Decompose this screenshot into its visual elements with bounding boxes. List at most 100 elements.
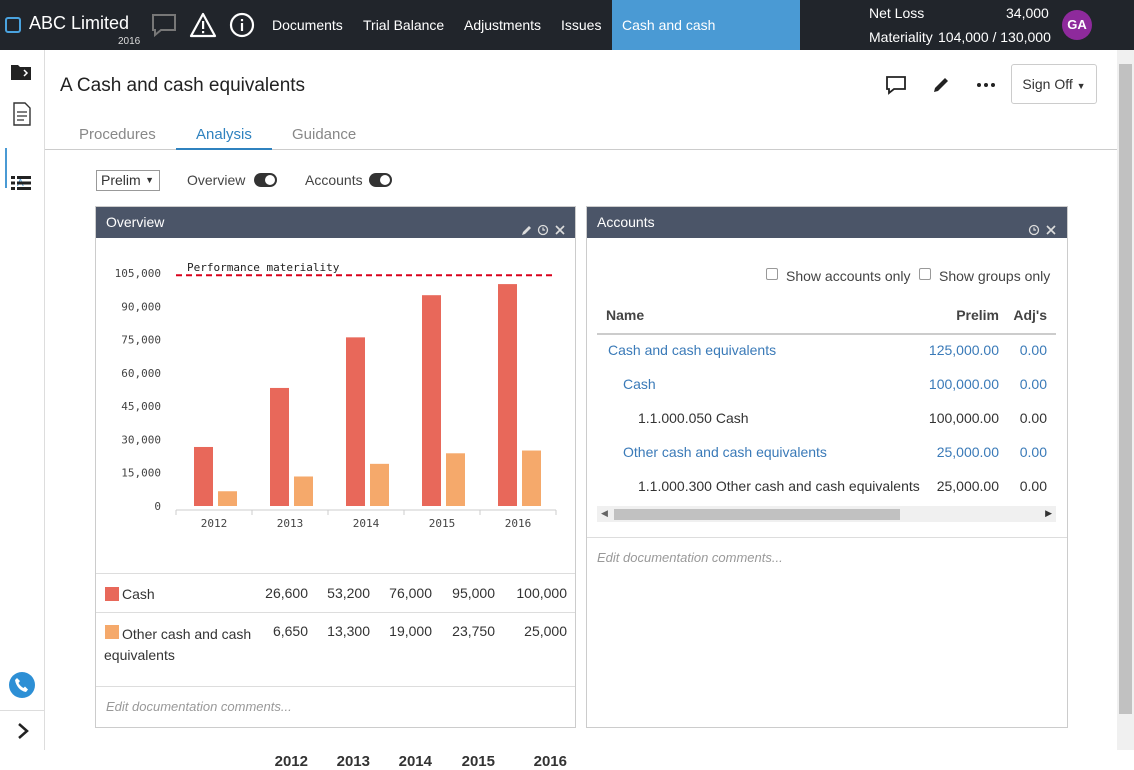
close-icon[interactable] [554,216,567,235]
nav-cash-and-cash-equivalents[interactable]: Cash and cash equivalents [612,0,800,83]
client-name[interactable]: ABC Limited [29,13,130,33]
account-row-adj[interactable]: 0.00 [1019,342,1047,358]
edit-icon[interactable] [521,216,534,235]
show-accounts-only-checkbox[interactable] [766,268,778,280]
account-row-adj: 0.00 [1019,478,1047,494]
bar-cash-2014 [346,337,365,506]
bar-other-cash-2014 [370,463,389,506]
table-cell: 26,600 [265,585,308,601]
close-icon[interactable] [1045,216,1058,235]
account-row-name[interactable]: 1.1.000.300 Other cash and cash equivale… [638,478,920,494]
comment-icon[interactable] [884,73,908,97]
phone-icon[interactable] [9,672,35,698]
show-groups-only-checkbox[interactable] [919,268,931,280]
column-header-name[interactable]: Name [606,307,645,323]
table-cell: 25,000 [524,623,567,639]
nav-issues[interactable]: Issues [561,17,602,33]
other-cash-legend-swatch [105,625,119,639]
table-cell: 76,000 [389,585,432,601]
list-icon[interactable] [10,175,34,199]
x-tick-label: 2016 [505,517,532,528]
accounts-divider [587,537,1067,538]
history-icon[interactable] [1028,216,1041,236]
scroll-right-icon[interactable]: ▶ [1045,508,1052,518]
show-accounts-only-label: Show accounts only [786,268,911,284]
edit-icon[interactable] [929,73,953,97]
accounts-toggle-label: Accounts [305,172,363,188]
bar-other-cash-2016 [522,450,541,506]
performance-materiality-label: Performance materiality [187,261,340,274]
net-loss-value: 34,000 [1006,5,1049,21]
warning-icon[interactable] [189,12,217,38]
sign-off-button[interactable]: Sign Off ▼ [1011,64,1097,104]
account-row-adj[interactable]: 0.00 [1019,444,1047,460]
table-cell: 53,200 [327,585,370,601]
accounts-horizontal-scrollbar[interactable]: ◀ ▶ [597,506,1056,522]
nav-trial-balance[interactable]: Trial Balance [363,17,445,33]
materiality-value: 104,000 / 130,000 [938,29,1051,45]
comment-icon[interactable] [150,12,178,38]
accounts-toggle[interactable] [369,173,392,187]
period-select[interactable]: Prelim ▼ [96,170,160,191]
sidebar-selection-indicator [5,148,7,188]
expand-sidebar-button[interactable] [0,710,45,750]
net-loss-label: Net Loss [869,5,925,21]
overview-doc-comments[interactable]: Edit documentation comments... [106,699,292,714]
row-label-cash: Cash [122,586,155,602]
folder-icon[interactable] [10,62,34,86]
nav-documents[interactable]: Documents [272,17,343,33]
overview-toggle[interactable] [254,173,277,187]
year-header: 2015 [461,753,495,770]
cash-legend-swatch [105,587,119,601]
period-select-value: Prelim [101,172,141,188]
account-row-name[interactable]: Other cash and cash equivalents [623,444,827,460]
y-tick-label: 60,000 [121,367,161,380]
account-row-name[interactable]: Cash [623,376,656,392]
table-cell: 13,300 [327,623,370,639]
user-avatar[interactable]: GA [1062,10,1092,40]
x-tick-label: 2012 [201,517,228,528]
top-bar: ABC Limited 2016 Documents Trial Balance… [0,0,1134,83]
bar-other-cash-2013 [294,476,313,506]
column-header-prelim[interactable]: Prelim [956,307,999,323]
row-label-other-cash: Other cash and cash equivalents [104,626,252,663]
account-row-adj[interactable]: 0.00 [1019,376,1047,392]
tab-analysis[interactable]: Analysis [196,126,252,143]
tab-procedures[interactable]: Procedures [79,126,156,143]
table-cell: 95,000 [452,585,495,601]
left-sidebar: A [0,50,45,750]
caret-down-icon: ▼ [145,175,154,185]
accounts-panel-header: Accounts [587,207,1067,238]
account-row-prelim[interactable]: 125,000.00 [928,342,999,358]
bar-other-cash-2012 [218,491,237,506]
account-row-name[interactable]: 1.1.000.050 Cash [638,410,749,426]
accounts-panel: Accounts [586,206,1068,728]
bar-cash-2012 [194,446,213,506]
more-options-icon[interactable] [974,73,998,97]
x-tick-label: 2013 [277,517,304,528]
info-icon[interactable] [228,12,256,38]
scroll-left-icon[interactable]: ◀ [601,508,608,518]
bar-cash-2015 [422,295,441,506]
table-cell: 19,000 [389,623,432,639]
tab-guidance[interactable]: Guidance [292,126,357,143]
account-row-name[interactable]: Cash and cash equivalents [608,342,777,358]
document-icon[interactable] [12,102,36,126]
history-icon[interactable] [537,216,550,236]
table-cell: 23,750 [452,623,495,639]
accounts-scrollbar-thumb[interactable] [614,509,900,520]
page-scrollbar[interactable] [1117,50,1134,750]
page-scrollbar-thumb[interactable] [1119,64,1132,714]
column-header-adj[interactable]: Adj's [1013,307,1047,323]
accounts-doc-comments[interactable]: Edit documentation comments... [597,550,783,565]
x-tick-label: 2015 [429,517,456,528]
account-row-prelim[interactable]: 100,000.00 [928,376,999,392]
nav-adjustments[interactable]: Adjustments [464,17,542,33]
active-tab-indicator [176,148,272,150]
year-header: 2014 [398,753,432,770]
bar-cash-2016 [498,284,517,506]
bar-cash-2013 [270,387,289,506]
y-tick-label: 30,000 [121,433,161,446]
account-row-prelim[interactable]: 25,000.00 [936,444,999,460]
y-tick-label: 15,000 [121,467,161,480]
